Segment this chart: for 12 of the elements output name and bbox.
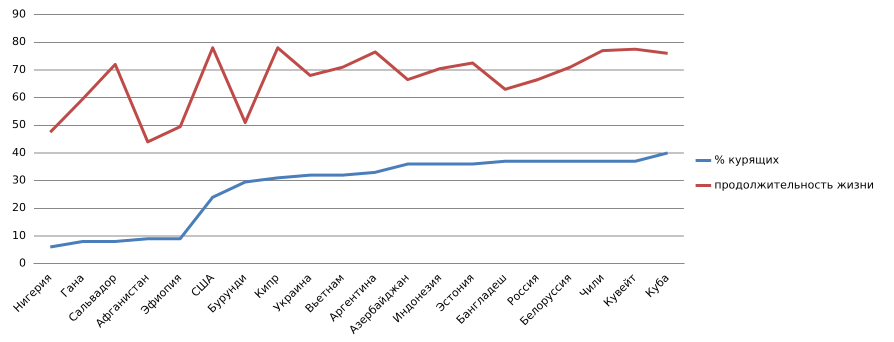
y-tick-label: 30 [12, 173, 26, 186]
legend-label: продолжительность жизни [714, 178, 874, 192]
legend-label: % курящих [714, 153, 780, 166]
y-tick-label: 50 [12, 118, 26, 132]
y-tick-label: 40 [12, 146, 26, 159]
y-tick-label: 90 [12, 7, 26, 20]
y-tick-label: 60 [12, 90, 26, 104]
y-tick-label: 80 [12, 35, 26, 48]
y-tick-label: 70 [12, 62, 26, 76]
y-tick-label: 20 [12, 201, 26, 214]
y-tick-label: 10 [12, 228, 26, 242]
y-tick-label: 0 [18, 256, 26, 270]
